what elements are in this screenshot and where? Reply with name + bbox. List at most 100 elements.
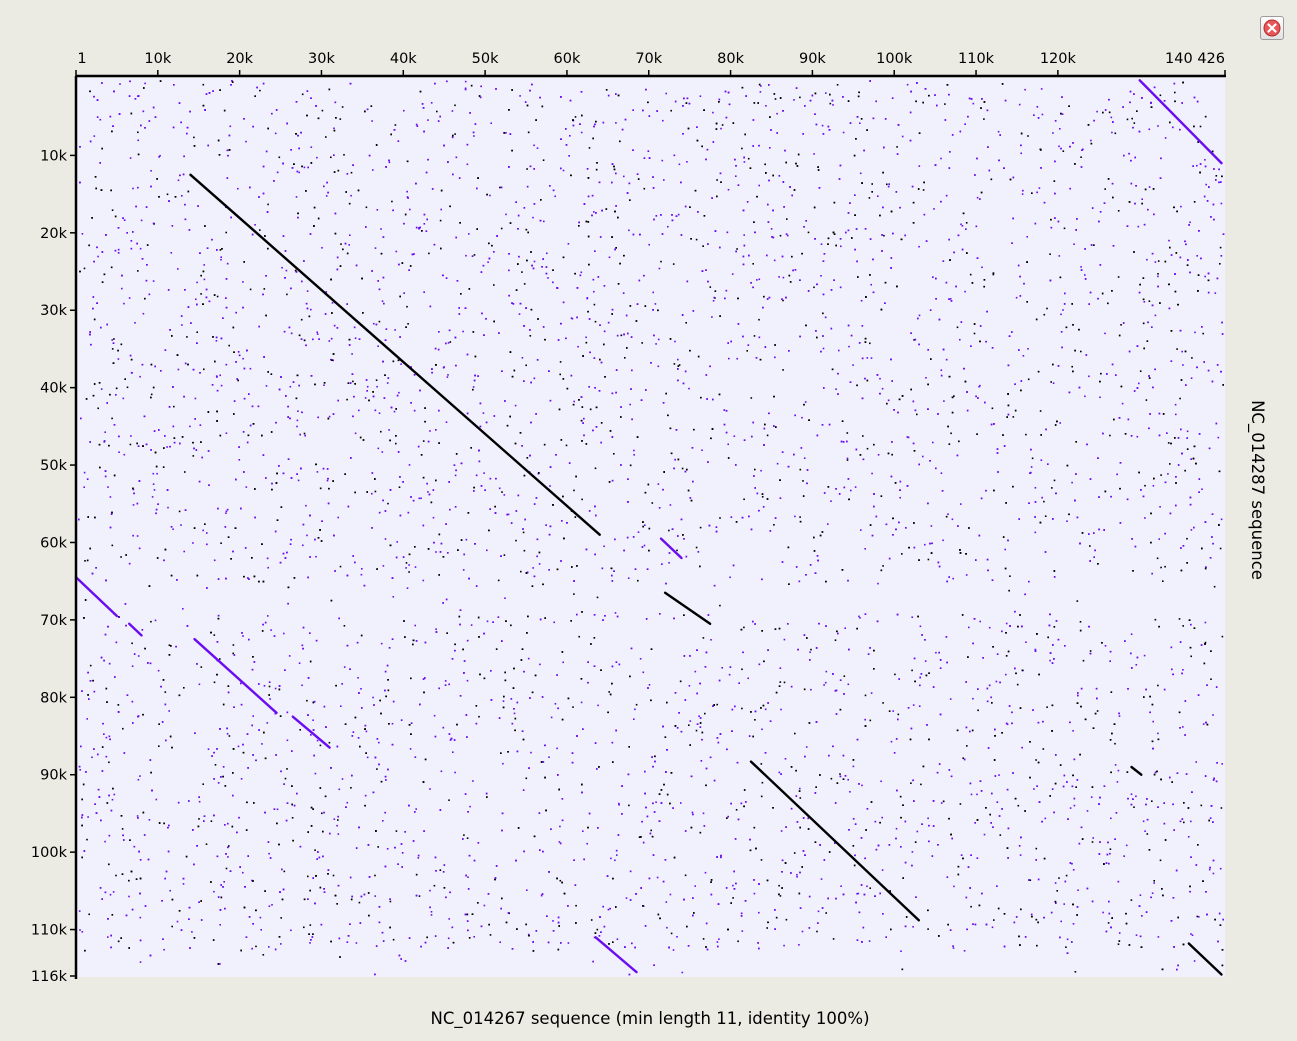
noise-dot (1038, 187, 1041, 189)
noise-dot (436, 110, 438, 113)
noise-dot (846, 457, 849, 460)
noise-dot (794, 515, 796, 518)
noise-dot (961, 225, 964, 227)
noise-dot (1191, 357, 1193, 359)
noise-dot (265, 385, 268, 387)
noise-dot (694, 670, 697, 673)
noise-dot (1210, 678, 1212, 680)
noise-dot (263, 685, 266, 687)
noise-dot (1117, 769, 1120, 772)
noise-dot (952, 947, 955, 949)
noise-dot (202, 83, 205, 86)
noise-dot (1182, 625, 1184, 627)
noise-dot (408, 564, 410, 566)
noise-dot (1050, 381, 1052, 383)
noise-dot (164, 691, 167, 693)
noise-dot (290, 929, 292, 932)
noise-dot (466, 163, 469, 166)
noise-dot (502, 762, 504, 765)
noise-dot (970, 793, 973, 796)
noise-dot (859, 617, 861, 619)
noise-dot (672, 263, 675, 265)
noise-dot (466, 679, 469, 682)
noise-dot (822, 347, 825, 350)
noise-dot (718, 938, 720, 940)
noise-dot (128, 895, 130, 898)
noise-dot (897, 713, 900, 716)
noise-dot (1049, 659, 1051, 662)
noise-dot (291, 817, 294, 819)
noise-dot (1131, 117, 1133, 120)
noise-dot (783, 681, 786, 684)
noise-dot (315, 555, 317, 558)
noise-dot (283, 632, 285, 635)
noise-dot (303, 166, 306, 169)
noise-dot (1135, 934, 1138, 936)
noise-dot (761, 781, 764, 784)
noise-dot (1024, 88, 1026, 91)
noise-dot (111, 209, 114, 211)
noise-dot (778, 884, 780, 887)
noise-dot (670, 109, 672, 112)
close-button[interactable] (1260, 16, 1284, 40)
noise-dot (338, 788, 341, 791)
noise-dot (1220, 202, 1223, 205)
noise-dot (553, 621, 555, 624)
noise-dot (972, 697, 974, 700)
noise-dot (325, 195, 328, 197)
noise-dot (387, 502, 389, 505)
noise-dot (669, 893, 672, 896)
noise-dot (337, 819, 339, 821)
noise-dot (377, 447, 380, 450)
noise-dot (522, 531, 525, 534)
noise-dot (316, 739, 319, 742)
noise-dot (470, 624, 473, 626)
noise-dot (1089, 545, 1091, 547)
noise-dot (1046, 307, 1048, 310)
noise-dot (1017, 804, 1020, 807)
noise-dot (732, 897, 734, 899)
noise-dot (940, 472, 943, 474)
noise-dot (824, 681, 827, 684)
noise-dot (192, 542, 194, 544)
noise-dot (1204, 159, 1206, 161)
noise-dot (1213, 585, 1216, 588)
noise-dot (883, 234, 885, 237)
noise-dot (1082, 659, 1085, 662)
noise-dot (554, 195, 556, 198)
noise-dot (918, 245, 920, 248)
noise-dot (856, 893, 858, 895)
noise-dot (499, 941, 501, 943)
noise-dot (637, 531, 640, 533)
noise-dot (678, 364, 681, 366)
plot-area[interactable] (76, 78, 1225, 977)
noise-dot (758, 278, 761, 281)
noise-dot (427, 119, 429, 121)
noise-dot (200, 666, 203, 668)
noise-dot (758, 318, 760, 321)
noise-dot (115, 874, 117, 877)
noise-dot (316, 333, 319, 335)
noise-dot (343, 666, 346, 668)
noise-dot (319, 744, 322, 747)
noise-dot (594, 467, 597, 470)
noise-dot (150, 170, 152, 172)
noise-dot (846, 432, 849, 434)
noise-dot (1086, 810, 1089, 812)
noise-dot (912, 704, 915, 706)
noise-dot (877, 195, 879, 197)
noise-dot (1176, 348, 1178, 350)
noise-dot (152, 472, 155, 475)
noise-dot (1201, 488, 1203, 490)
noise-dot (203, 264, 205, 266)
noise-dot (761, 496, 764, 498)
noise-dot (473, 135, 475, 137)
noise-dot (502, 700, 505, 702)
noise-dot (1062, 309, 1064, 311)
noise-dot (1174, 91, 1176, 94)
noise-dot (1143, 301, 1146, 303)
noise-dot (657, 365, 660, 368)
noise-dot (834, 639, 837, 641)
noise-dot (1219, 263, 1221, 265)
noise-dot (1110, 116, 1113, 119)
